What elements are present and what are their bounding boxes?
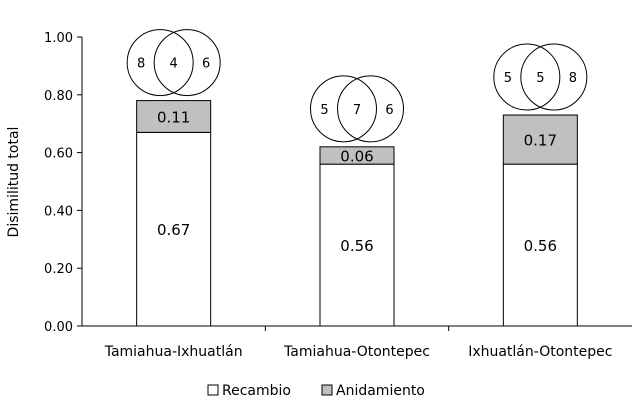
venn-right-count: 8 [569,71,577,86]
y-tick-label: 0.20 [44,262,73,277]
bars: 0.67 0.11 0.56 0.06 0.56 0.17 [136,100,578,327]
x-tick-label: Ixhuatlán-Otontepec [468,344,612,360]
venn-right-count: 6 [202,57,210,72]
data-label-anidamiento: 0.17 [524,132,557,150]
venn-circle-left [126,29,194,97]
x-tick-label: Tamiahua-Otontepec [283,344,430,360]
data-label-anidamiento: 0.11 [157,108,190,126]
venn-shared-count: 7 [353,103,361,118]
data-label-recambio: 0.56 [524,237,557,255]
legend-label-recambio: Recambio [222,383,291,399]
y-tick-label: 0.60 [44,147,73,162]
data-label-recambio: 0.56 [340,237,373,255]
venn-left-count: 5 [320,103,328,118]
venn-right-count: 6 [385,103,393,118]
bar-anidamiento [502,114,578,165]
legend-label-anidamiento: Anidamiento [336,383,425,399]
bar-recambio [319,163,395,327]
venn-circle-right [337,75,404,143]
y-tick-label: 1.00 [44,31,73,46]
venn-circle-left [310,75,377,143]
x-tick-label: Tamiahua-Ixhuatlán [104,344,243,360]
venn-diagrams: 8 4 6 5 7 6 5 5 8 [126,29,588,143]
data-label-recambio: 0.67 [157,221,190,239]
venn-circle-right [520,43,588,111]
venn-left-count: 5 [504,71,512,86]
y-tick-label: 0.40 [44,204,73,219]
y-tick-label: 0.80 [44,89,73,104]
bar-anidamiento [319,146,395,165]
venn-circle-left [493,43,561,111]
axes: 0.00 0.20 0.40 0.60 0.80 1.00 Tamiahua-Ixhuatl… [44,31,632,360]
venn-shared-count: 4 [170,57,178,72]
legend-swatch-recambio [207,384,219,396]
y-axis-label: Disimilitud total [6,127,22,238]
y-tick-label: 0.00 [44,320,73,335]
legend: Recambio Anidamiento [207,383,425,399]
venn-left-count: 8 [137,57,145,72]
data-label-anidamiento: 0.06 [340,147,373,165]
bar-anidamiento [136,100,212,133]
legend-swatch-anidamiento [321,384,333,396]
venn-circle-right [153,29,221,97]
venn-shared-count: 5 [536,71,544,86]
